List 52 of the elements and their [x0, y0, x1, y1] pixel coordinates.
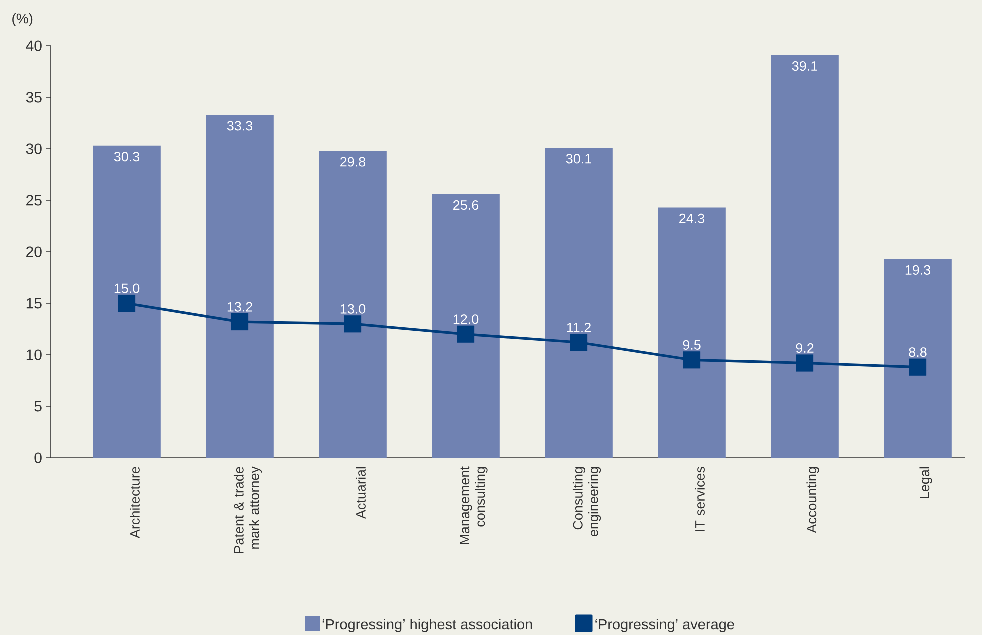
legend-label: ‘Progressing’ highest association — [322, 619, 532, 633]
point — [909, 358, 927, 376]
y-tick-label: 30 — [26, 144, 42, 154]
point — [570, 334, 588, 352]
data-label: 25.6 — [454, 200, 479, 210]
x-tick-label: Actuarial — [356, 467, 366, 520]
bar — [545, 148, 613, 458]
data-label: 11.2 — [567, 323, 591, 332]
y-tick-label: 40 — [26, 40, 42, 52]
y-tick-label: 10 — [26, 350, 42, 360]
point — [796, 354, 814, 372]
data-label: 39.1 — [792, 61, 818, 72]
data-label: 19.3 — [906, 265, 931, 275]
x-tick-label: Management consulting — [460, 466, 488, 544]
bar — [319, 151, 387, 458]
y-axis-title: (%) — [12, 13, 33, 26]
y-tick-label: 20 — [26, 246, 42, 258]
point — [683, 352, 701, 369]
legend-label: ‘Progressing’ average — [596, 619, 734, 633]
data-label: 8.8 — [909, 348, 927, 358]
y-tick-label: 35 — [26, 92, 42, 103]
data-label: 29.8 — [340, 157, 366, 167]
point — [344, 316, 362, 333]
x-tick-label: Architecture — [130, 467, 140, 539]
bar — [93, 146, 161, 458]
y-tick-label: 0 — [34, 452, 42, 464]
data-label: 13.2 — [228, 302, 252, 312]
data-label: 9.5 — [683, 340, 701, 350]
x-tick-label: Consulting engineering — [572, 467, 602, 537]
bar — [884, 259, 952, 458]
bar — [771, 55, 839, 458]
y-tick-label: 25 — [26, 195, 42, 206]
data-label: 12.0 — [454, 314, 479, 324]
x-tick-label: Legal — [920, 467, 932, 498]
x-tick-label: Accounting — [806, 467, 820, 534]
data-label: 30.3 — [114, 152, 140, 162]
bar — [206, 115, 274, 458]
data-label: 33.3 — [227, 121, 253, 131]
point — [457, 326, 475, 343]
point — [118, 294, 136, 312]
data-label: 13.0 — [340, 304, 366, 314]
bar — [432, 194, 500, 458]
bar — [658, 208, 726, 458]
point — [231, 313, 249, 331]
x-tick-label: IT services — [695, 467, 705, 532]
data-label: 15.0 — [114, 284, 140, 294]
x-tick-label: Patent & trade mark attorney — [234, 466, 262, 554]
y-tick-label: 15 — [26, 298, 42, 309]
data-label: 24.3 — [680, 214, 705, 224]
data-label: 9.2 — [796, 343, 814, 354]
data-label: 30.1 — [566, 154, 592, 164]
y-tick-label: 5 — [34, 401, 42, 412]
